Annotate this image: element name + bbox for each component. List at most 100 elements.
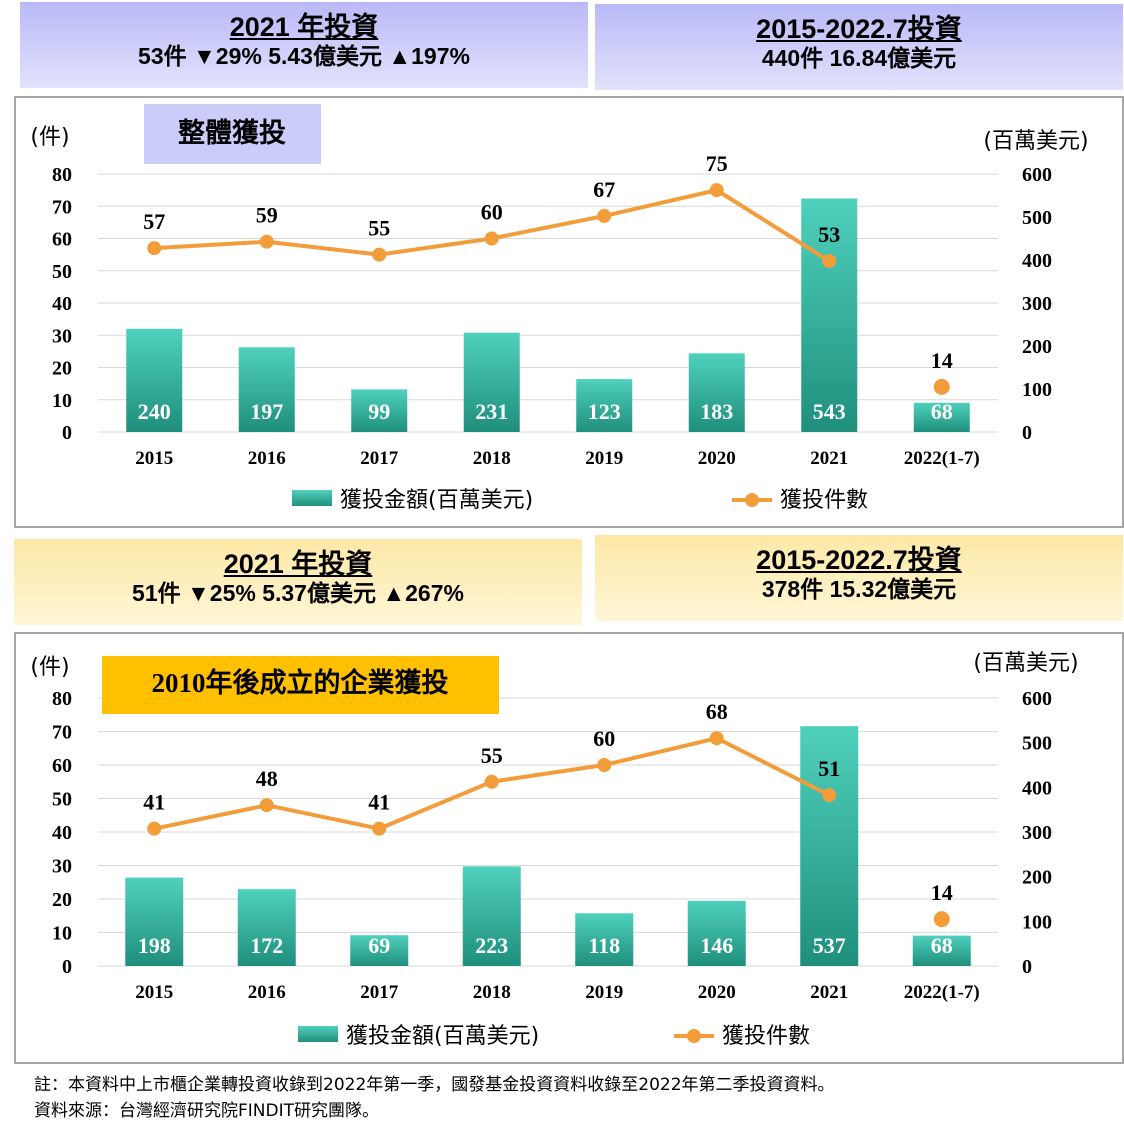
bar-amount [576,379,633,432]
left-axis-tick-label: 40 [52,293,72,315]
bar-data-label: 118 [588,933,620,958]
bar-amount [350,935,409,966]
line-data-label: 68 [706,699,728,724]
bar-data-label: 197 [250,399,283,424]
bar-amount [801,198,858,432]
x-axis-category-label: 2017 [360,448,399,469]
bar-amount [125,877,184,966]
bar-amount [463,332,520,432]
bar-amount [238,347,295,432]
left-axis-tick-label: 30 [52,856,72,878]
line-point [822,788,837,803]
chart-title-box [144,104,321,164]
line-point [259,798,274,813]
bar-amount [912,935,971,966]
bar-amount [688,353,745,432]
x-axis-category-label: 2015 [135,448,173,469]
line-point [484,231,499,246]
legend-line-label: 獲投件數 [722,1024,810,1049]
bar-amount [351,389,408,432]
legend-line-marker [687,1029,701,1043]
right-axis-tick-label: 500 [1022,733,1052,755]
line-data-label: 55 [368,216,390,241]
left-axis-tick-label: 70 [52,722,72,744]
summary-title: 2021 年投資 [229,12,379,42]
right-axis-tick-label: 200 [1022,867,1052,889]
bar-data-label: 146 [700,933,733,958]
left-axis-tick-label: 0 [62,422,72,444]
x-axis-category-label: 2021 [810,982,848,1003]
line-data-label: 60 [593,726,615,751]
chart-post2010: 0 10 20 30 40 50 60 70 80 0 100 200 300 400 500 600 (件) (… [30,651,1078,1049]
left-axis-tick-label: 70 [52,196,72,218]
right-axis-tick-label: 400 [1022,250,1052,272]
right-axis-tick-label: 600 [1022,688,1052,710]
chart-panel-overall: 0 10 20 30 40 50 60 70 80 0 100 200 300 400 500 600 (件) (… [14,96,1124,528]
bar-data-label: 231 [475,399,508,424]
line-point [597,758,612,772]
x-axis-category-label: 2018 [473,448,511,469]
left-axis-tick-label: 10 [52,923,72,945]
x-axis-category-label: 2016 [248,982,286,1003]
line-point [372,247,387,262]
left-axis-tick-label: 80 [52,164,72,186]
right-axis-tick-label: 200 [1022,336,1052,358]
summary-title: 2015-2022.7投資 [756,545,962,575]
summary-box-2021-total: 2021 年投資 53件 ▼29% 5.43億美元 ▲197% [20,2,588,88]
x-axis-category-label: 2020 [698,448,736,469]
left-axis-tick-label: 20 [52,358,72,380]
line-data-label: 51 [818,756,840,781]
line-point [822,254,837,269]
line-point [597,208,612,223]
chart-overall: 0 10 20 30 40 50 60 70 80 0 100 200 300 400 500 600 (件) (… [30,104,1089,513]
left-axis-tick-label: 0 [62,956,72,978]
bar-data-label: 240 [138,399,171,424]
left-axis-tick-label: 10 [52,390,72,412]
right-axis-tick-label: 0 [1022,422,1032,444]
left-axis-tick-label: 20 [52,889,72,911]
line-point [484,774,499,789]
line-data-label: 55 [481,743,503,768]
legend-bar-label: 獲投金額(百萬美元) [340,488,533,513]
bar-data-label: 183 [700,399,733,424]
chart-title: 整體獲投 [178,118,286,149]
summary-line: 440件 16.84億美元 [761,45,957,71]
bar-amount [800,726,859,966]
bar-amount [687,900,746,966]
left-axis-tick-label: 60 [52,229,72,251]
summary-line: 53件 ▼29% 5.43億美元 ▲197% [138,43,470,69]
bar-data-label: 123 [588,399,621,424]
right-axis-tick-label: 100 [1022,911,1052,933]
legend-bar-label: 獲投金額(百萬美元) [346,1024,539,1049]
bar-data-label: 68 [931,933,953,958]
line-point [259,234,274,249]
source-note: 資料來源：台灣經濟研究院FINDIT研究團隊。 [34,1101,379,1121]
bar-amount [575,913,634,966]
right-axis-tick-label: 400 [1022,777,1052,799]
summary-line: 51件 ▼25% 5.37億美元 ▲267% [132,580,464,606]
right-axis-tick-label: 100 [1022,379,1052,401]
x-axis-category-label: 2016 [248,448,286,469]
summary-title: 2021 年投資 [223,549,373,579]
left-axis-tick-label: 50 [52,789,72,811]
chart-title-box [102,656,499,714]
footnote: 註：本資料中上市櫃企業轉投資收錄到2022年第一季，國發基金投資資料收錄至202… [34,1075,835,1095]
summary-line: 378件 15.32億美元 [761,576,957,602]
x-axis-category-label: 2021 [810,448,848,469]
x-axis-category-label: 2018 [473,982,511,1003]
left-axis-tick-label: 80 [52,688,72,710]
line-point [933,378,950,395]
right-axis-tick-label: 300 [1022,293,1052,315]
left-axis-tick-label: 60 [52,755,72,777]
right-axis-tick-label: 0 [1022,956,1032,978]
bar-data-label: 172 [250,933,283,958]
summary-box-period-total: 2015-2022.7投資 440件 16.84億美元 [595,4,1123,90]
line-point [709,731,724,746]
line-point [147,241,162,256]
legend-bar-swatch [298,1026,338,1042]
chart-title: 2010年後成立的企業獲投 [152,667,449,698]
left-axis-tick-label: 30 [52,325,72,347]
bar-data-label: 198 [138,933,171,958]
summary-box-period-post2010: 2015-2022.7投資 378件 15.32億美元 [595,535,1123,621]
left-axis-tick-label: 40 [52,822,72,844]
